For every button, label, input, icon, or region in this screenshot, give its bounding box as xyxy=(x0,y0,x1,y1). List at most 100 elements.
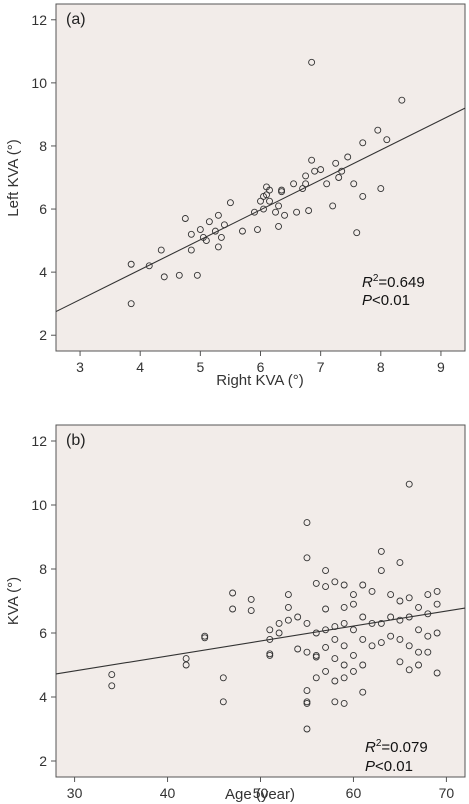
data-point xyxy=(415,626,422,634)
data-point xyxy=(374,126,382,134)
data-point xyxy=(387,632,395,640)
data-point xyxy=(275,202,282,210)
chart-a-x-axis-label: Right KVA (°) xyxy=(216,372,303,389)
chart-a-r2: R2=0.649 xyxy=(362,273,425,291)
data-point xyxy=(359,613,367,621)
data-point xyxy=(312,579,320,587)
chart-b-r2-prefix: R xyxy=(365,739,376,756)
chart-b-y-axis: 2 4 6 8 10 12 xyxy=(31,433,56,769)
data-point xyxy=(331,677,339,685)
data-point xyxy=(405,642,413,650)
data-point xyxy=(340,619,348,627)
data-point xyxy=(219,698,227,706)
chart-b-r2: R2=0.079 xyxy=(365,738,428,756)
data-point xyxy=(182,661,190,669)
data-point xyxy=(108,671,116,679)
data-point xyxy=(359,192,367,200)
chart-b-points xyxy=(108,480,441,733)
data-point xyxy=(359,635,367,643)
data-point xyxy=(415,603,422,611)
y-tick-label: 4 xyxy=(39,264,47,280)
data-point xyxy=(433,669,441,677)
data-point xyxy=(284,603,292,611)
chart-a-y-axis-label: Left KVA (°) xyxy=(5,139,22,216)
data-point xyxy=(415,661,422,669)
chart-a-p-prefix: P xyxy=(362,292,372,309)
x-tick-label: 5 xyxy=(196,359,204,375)
chart-a-r2-sup: 2 xyxy=(373,273,379,284)
data-point xyxy=(290,180,298,188)
data-point xyxy=(340,661,348,669)
data-point xyxy=(405,480,413,488)
data-point xyxy=(396,559,404,567)
data-point xyxy=(247,607,255,615)
data-point xyxy=(377,639,385,647)
data-point xyxy=(338,167,346,175)
y-tick-label: 10 xyxy=(31,75,47,91)
data-point xyxy=(275,222,282,230)
chart-a-p-value: <0.01 xyxy=(372,292,410,309)
data-point xyxy=(377,619,385,627)
data-point xyxy=(263,191,270,199)
data-point xyxy=(303,725,311,733)
data-point xyxy=(340,581,348,589)
data-point xyxy=(331,655,339,663)
data-point xyxy=(322,626,330,634)
chart-b-p-prefix: P xyxy=(365,758,375,775)
data-point xyxy=(322,605,330,613)
data-point xyxy=(396,616,404,624)
data-point xyxy=(220,221,228,229)
data-point xyxy=(322,667,330,675)
chart-b-p-value: <0.01 xyxy=(375,758,413,775)
data-point xyxy=(331,635,339,643)
x-tick-label: 70 xyxy=(439,785,455,801)
y-tick-label: 2 xyxy=(39,327,47,343)
data-point xyxy=(202,237,210,245)
data-point xyxy=(108,682,116,690)
data-point xyxy=(396,597,404,605)
data-point xyxy=(332,159,340,167)
data-point xyxy=(368,619,376,627)
data-point xyxy=(398,96,406,104)
data-point xyxy=(424,632,432,640)
data-point xyxy=(275,619,283,627)
data-point xyxy=(433,587,441,595)
data-point xyxy=(331,698,339,706)
data-point xyxy=(266,635,274,643)
x-tick-label: 4 xyxy=(136,359,144,375)
data-point xyxy=(359,139,367,147)
data-point xyxy=(323,180,331,188)
chart-b-x-axis: 30 40 50 60 70 xyxy=(67,777,455,801)
data-point xyxy=(305,207,313,215)
data-point xyxy=(247,595,255,603)
data-point xyxy=(350,591,357,599)
chart-a-r2-prefix: R xyxy=(362,274,373,291)
data-point xyxy=(359,581,367,589)
data-point xyxy=(350,667,357,675)
data-point xyxy=(424,648,432,656)
x-tick-label: 6 xyxy=(257,359,265,375)
data-point xyxy=(293,208,301,216)
data-point xyxy=(127,300,135,308)
chart-b-p: P<0.01 xyxy=(365,758,413,775)
data-point xyxy=(302,180,310,188)
data-point xyxy=(340,699,348,707)
chart-b-y-axis-label: KVA (°) xyxy=(5,577,22,625)
data-point xyxy=(396,658,404,666)
data-point xyxy=(257,197,264,205)
data-point xyxy=(322,567,330,575)
y-tick-label: 8 xyxy=(39,138,47,154)
data-point xyxy=(383,136,391,144)
data-point xyxy=(239,227,246,235)
data-point xyxy=(303,519,311,527)
data-point xyxy=(340,642,348,650)
data-point xyxy=(322,643,330,651)
data-point xyxy=(405,594,413,602)
data-point xyxy=(308,156,316,164)
chart-a-p: P<0.01 xyxy=(362,292,410,309)
y-tick-label: 6 xyxy=(39,625,47,641)
data-point xyxy=(312,629,320,637)
data-point xyxy=(214,211,222,219)
data-point xyxy=(377,547,385,555)
